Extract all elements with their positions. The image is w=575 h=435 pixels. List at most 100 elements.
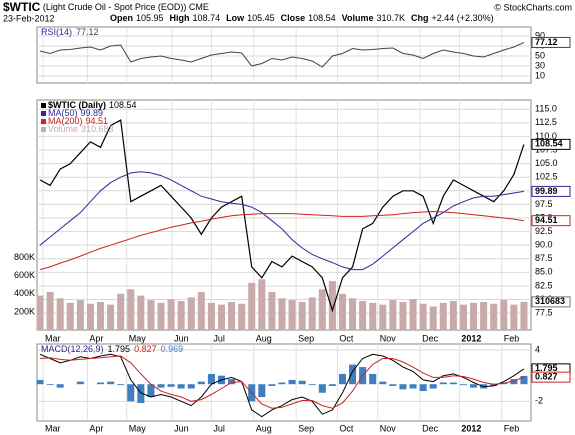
volume-bar: [167, 299, 175, 330]
y-tick-label: 102.5: [535, 172, 558, 182]
panel: [36, 99, 532, 331]
y-tick-label: 82.5: [535, 280, 553, 290]
volume-bar: [510, 304, 518, 330]
series-line: [39, 171, 524, 271]
x-tick-label: Sep: [298, 423, 314, 433]
histogram-bar: [349, 364, 357, 385]
histogram-bar: [308, 384, 316, 386]
volume-bar: [46, 291, 54, 330]
histogram-bar: [338, 373, 347, 385]
volume-bar: [338, 293, 347, 330]
volume-bar: [349, 298, 357, 330]
legend-name: MA(50): [48, 108, 78, 118]
quote-label: High: [170, 13, 190, 23]
y-tick-label: 112.5: [535, 117, 557, 127]
volume-bar: [66, 302, 74, 330]
histogram-bar: [36, 379, 44, 385]
volume-bar: [96, 301, 105, 330]
histogram-bar: [389, 384, 397, 386]
volume-bar: [248, 282, 256, 330]
x-tick-label: Nov: [380, 333, 397, 343]
legend-value: 310,683: [81, 124, 114, 134]
quote-value: 105.45: [247, 13, 275, 23]
volume-bar: [480, 301, 488, 330]
volume-bar: [389, 300, 397, 330]
y-tick-label: 30: [535, 60, 545, 70]
histogram-bar: [197, 381, 205, 385]
quote-label: Chg: [411, 13, 429, 23]
histogram-bar: [187, 384, 195, 389]
legend: Volume 310,683: [48, 124, 114, 134]
histogram-bar: [298, 380, 306, 385]
legend-title: MACD(12,26,9): [41, 344, 104, 354]
x-tick-label: Jun: [174, 333, 189, 343]
volume-bar: [36, 295, 44, 330]
histogram-bar: [429, 384, 437, 389]
legend-value: 94.51: [86, 116, 109, 126]
histogram-bar: [278, 382, 286, 385]
legend-value: 77.12: [76, 27, 99, 37]
volume-bar: [217, 304, 226, 330]
instrument: (Light Crude Oil - Spot Price (EOD)): [43, 2, 187, 12]
x-tick-label: Aug: [256, 333, 272, 343]
value-box: [531, 371, 571, 383]
volume-bar: [197, 291, 205, 330]
x-tick-label: May: [129, 333, 147, 343]
x-tick-label: Jul: [213, 423, 225, 433]
quote: Open 105.95 High 108.74 Low 105.45 Close 108.54…: [110, 13, 494, 23]
x-tick-label: Feb: [504, 423, 520, 433]
volume-bar: [258, 279, 266, 330]
legend-swatch: [41, 119, 46, 124]
x-tick-label: Dec: [422, 333, 439, 343]
volume-bar: [409, 299, 417, 330]
quote-value: 108.74: [193, 13, 221, 23]
series-line: [39, 355, 525, 409]
volume-bar: [379, 304, 387, 330]
volume-bar: [207, 302, 215, 330]
value-box-label: 1.795: [535, 363, 558, 373]
y2-tick-label: 200K: [14, 306, 35, 316]
volume-bar: [228, 301, 236, 330]
volume-bar: [187, 297, 195, 330]
y-tick-label: 105.0: [535, 158, 558, 168]
exchange: CME: [189, 2, 209, 12]
histogram-bar: [137, 384, 145, 404]
legend: $WTIC (Daily) 108.54: [48, 100, 137, 110]
volume-bar: [127, 289, 135, 330]
volume-bar: [268, 291, 276, 330]
legend-name: $WTIC (Daily): [48, 100, 106, 110]
histogram-bar: [177, 384, 185, 389]
histogram-bar: [510, 379, 518, 385]
x-tick-label: Jun: [174, 423, 189, 433]
volume-bar: [520, 301, 528, 330]
volume-bar: [419, 303, 427, 330]
volume-bar: [56, 298, 64, 330]
histogram-bar: [157, 384, 165, 388]
histogram-bar: [439, 382, 447, 385]
legend-value: 108.54: [109, 100, 137, 110]
value-box: [531, 185, 571, 197]
volume-bar: [429, 306, 437, 330]
volume-bar: [278, 298, 286, 330]
histogram-bar: [107, 381, 115, 385]
histogram-bar: [520, 375, 528, 385]
legend-swatch: [41, 127, 46, 132]
quote-label: Close: [281, 13, 306, 23]
volume-bar: [308, 297, 316, 330]
histogram-bar: [288, 379, 296, 385]
header-title: $WTIC (Light Crude Oil - Spot Price (EOD…: [3, 0, 209, 14]
volume-bar: [137, 295, 145, 330]
date: 23-Feb-2012: [3, 13, 55, 23]
histogram-bar: [268, 384, 276, 386]
histogram-bar: [147, 384, 155, 398]
histogram-bar: [379, 381, 387, 385]
volume-bar: [117, 293, 125, 330]
legend: MA(50) 99.89: [48, 108, 103, 118]
y-tick-label: 90.0: [535, 240, 553, 250]
value-box-label: 0.827: [535, 372, 558, 382]
x-tick-label: 2012: [461, 333, 481, 343]
value-box-label: 108.54: [535, 139, 563, 149]
volume-bar: [328, 281, 336, 330]
legend-value: 99.89: [81, 108, 104, 118]
